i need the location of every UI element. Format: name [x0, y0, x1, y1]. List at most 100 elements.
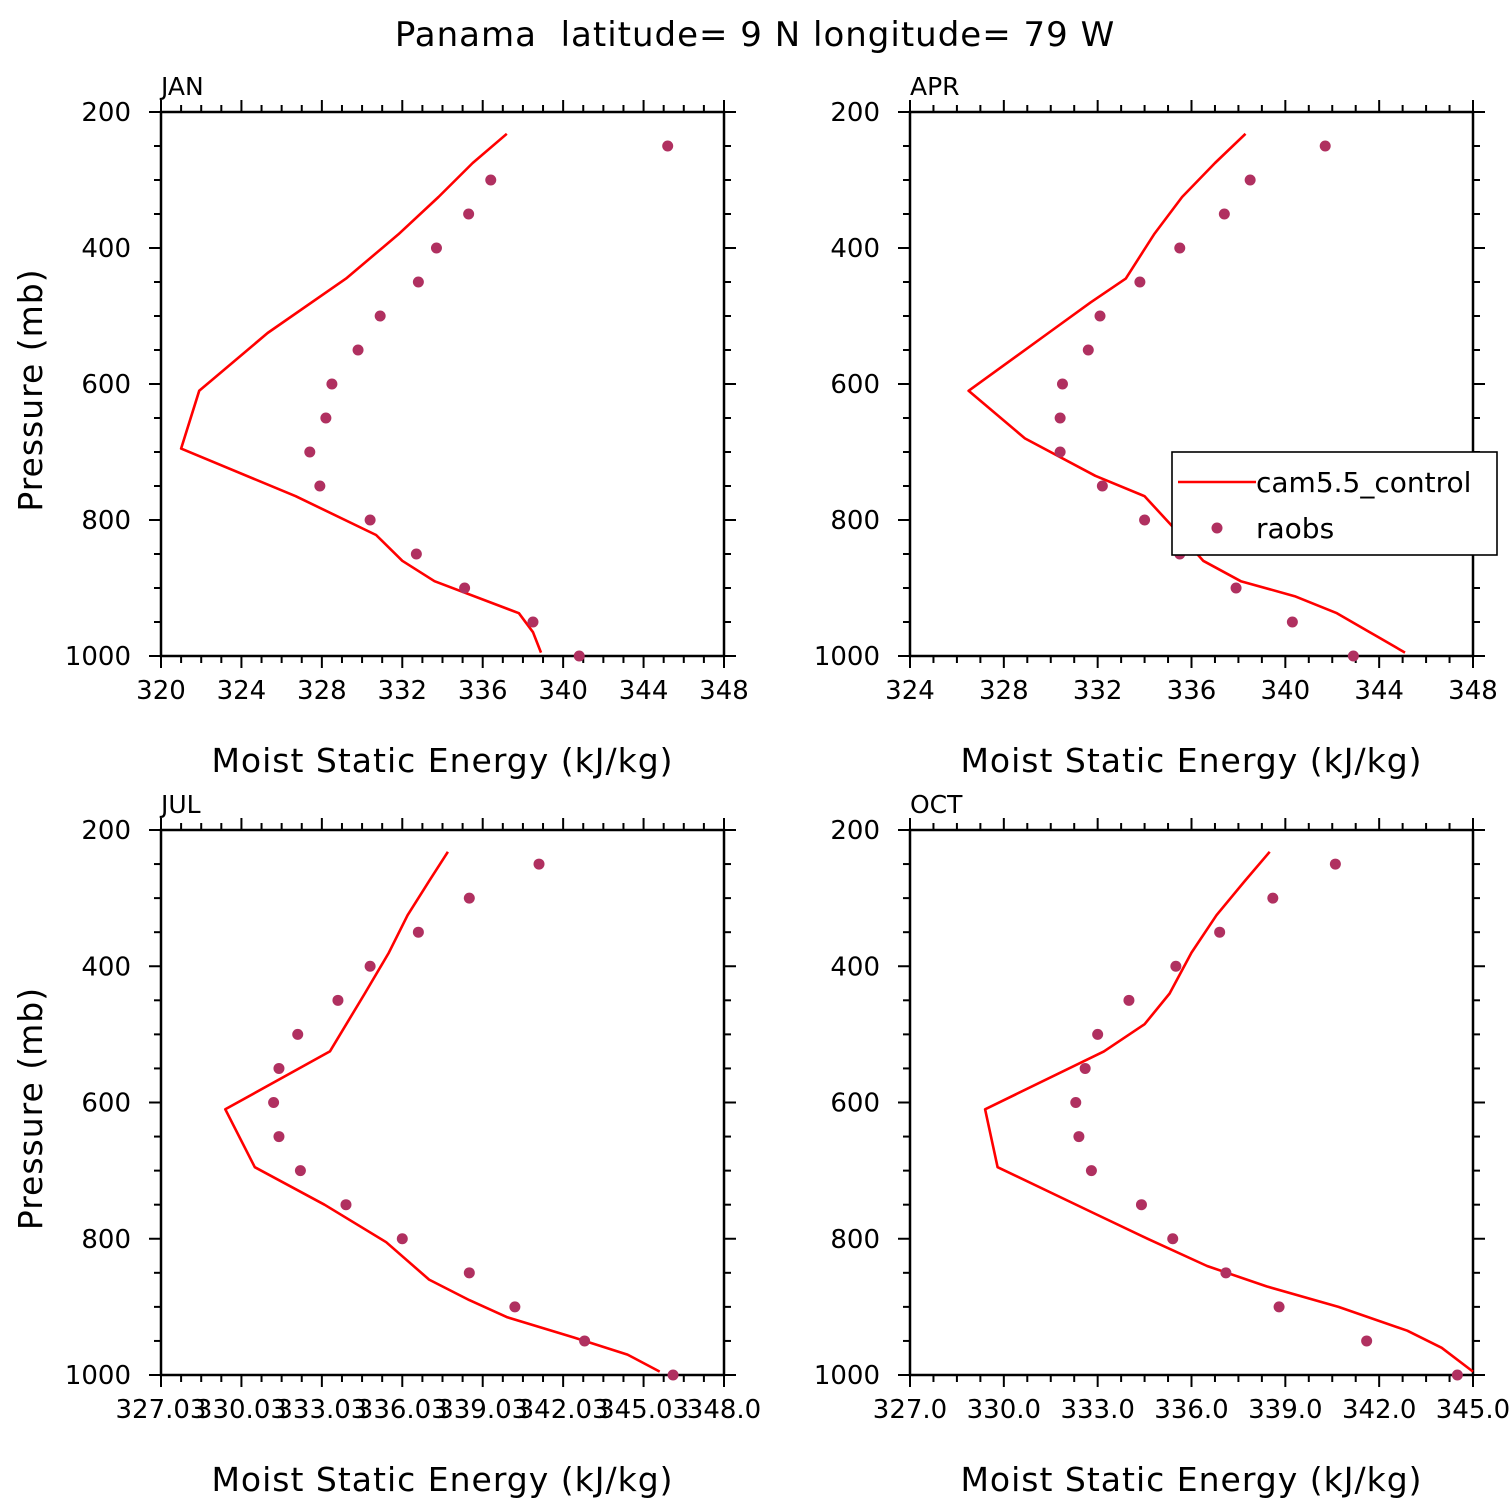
legend-label-cam5-5-control: cam5.5_control: [1256, 466, 1471, 499]
data-point: [326, 378, 338, 390]
x-tick-label: 336.0: [1154, 1395, 1228, 1425]
data-point: [1273, 1301, 1285, 1313]
series-line-cam5-5-control: [179, 132, 543, 654]
panel-oct: 327.0 330.0 333.0 336.0 339.0 342.0 345.0 200 40…: [814, 790, 1510, 1499]
y-tick-label: 600: [81, 1089, 131, 1119]
series-markers-raobs: [1054, 140, 1359, 662]
figure-title: Panama latitude= 9 N longitude= 79 W: [395, 15, 1115, 55]
x-axis-label: Moist Static Energy (kJ/kg): [960, 741, 1422, 780]
data-point: [1079, 1062, 1091, 1074]
data-point: [1135, 1199, 1147, 1211]
x-tick-label: 344: [1354, 676, 1404, 706]
x-tick-label: 348.0: [687, 1395, 761, 1425]
series-markers-raobs: [1070, 858, 1463, 1381]
data-point: [410, 548, 422, 560]
x-tick-label: 333.03: [276, 1395, 367, 1425]
x-tick-label: 345.03: [598, 1395, 689, 1425]
data-point: [1329, 858, 1341, 870]
y-tick-label: 400: [830, 952, 880, 982]
data-point: [667, 1369, 679, 1381]
data-point: [1070, 1097, 1082, 1108]
series-markers-raobs: [304, 140, 674, 662]
data-point: [662, 140, 674, 152]
plot-frame-apr: [908, 110, 1475, 658]
legend-label-raobs: raobs: [1256, 512, 1334, 545]
x-axis-label: Moist Static Energy (kJ/kg): [960, 1460, 1422, 1499]
x-tick-label: 324: [885, 676, 935, 706]
y-tick-label: 800: [830, 1225, 880, 1255]
data-point: [430, 242, 442, 254]
data-point: [1220, 1267, 1232, 1279]
x-tick-label: 340: [538, 676, 588, 706]
data-point: [314, 480, 326, 492]
data-point: [463, 1267, 475, 1279]
series-line-cam5-5-control: [224, 851, 661, 1373]
data-point: [485, 174, 497, 186]
data-point: [1170, 960, 1182, 972]
y-tick-label: 800: [830, 506, 880, 536]
y-tick-label: 600: [830, 1089, 880, 1119]
y-tick-label: 1000: [65, 642, 131, 672]
data-point: [1267, 892, 1279, 904]
x-tick-label: 327.0: [873, 1395, 947, 1425]
legend-marker-swatch: [1211, 522, 1223, 534]
x-tick-label: 328: [297, 676, 347, 706]
y-tick-label: 800: [81, 506, 131, 536]
x-tick-label: 332: [1073, 676, 1123, 706]
x-tick-label: 327.03: [116, 1395, 207, 1425]
data-point: [273, 1062, 285, 1074]
x-tick-label: 336: [458, 676, 508, 706]
data-point: [320, 412, 332, 424]
panel-title-jul: JUL: [159, 790, 201, 819]
data-point: [268, 1097, 280, 1108]
y-tick-label: 400: [81, 952, 131, 982]
data-point: [1230, 582, 1242, 594]
y-tick-label: 600: [81, 370, 131, 400]
panel-jul: 327.03330.03333.03336.03339.03342.03345.…: [11, 790, 761, 1499]
legend-box: [1171, 451, 1498, 556]
y-tick-label: 800: [81, 1225, 131, 1255]
data-point: [304, 446, 316, 458]
data-point: [1054, 412, 1066, 424]
x-tick-label: 324: [217, 676, 267, 706]
data-point: [412, 276, 424, 288]
data-point: [579, 1335, 591, 1347]
data-point: [1085, 1165, 1097, 1177]
panel-title-oct: OCT: [910, 790, 963, 819]
series-line-cam5-5-control: [983, 850, 1474, 1373]
x-tick-label: 336.03: [357, 1395, 448, 1425]
x-tick-label: 328: [979, 676, 1029, 706]
data-point: [463, 892, 475, 904]
data-point: [1361, 1335, 1373, 1347]
x-tick-label: 330.0: [967, 1395, 1041, 1425]
data-point: [1174, 242, 1186, 254]
data-point: [1319, 140, 1331, 152]
y-tick-label: 1000: [65, 1361, 131, 1391]
plot-frame-jul: [159, 828, 726, 1377]
y-tick-label: 400: [830, 234, 880, 264]
data-point: [1347, 650, 1359, 662]
data-point: [1167, 1233, 1179, 1245]
data-point: [412, 926, 424, 938]
data-point: [1073, 1131, 1085, 1143]
data-point: [1218, 208, 1230, 220]
x-tick-label: 320: [136, 676, 186, 706]
data-point: [463, 208, 475, 220]
y-tick-label: 400: [81, 234, 131, 264]
x-tick-label: 336: [1167, 676, 1217, 706]
y-tick-label: 200: [830, 98, 880, 128]
series-markers-raobs: [268, 858, 679, 1381]
data-point: [1214, 926, 1226, 938]
series-line-cam5-5-control: [967, 132, 1406, 654]
data-point: [352, 344, 364, 356]
data-point: [292, 1028, 304, 1040]
y-tick-label: 1000: [814, 642, 880, 672]
data-point: [1082, 344, 1094, 356]
y-tick-label: 200: [81, 98, 131, 128]
data-point: [332, 994, 344, 1006]
x-tick-label: 342.0: [1342, 1395, 1416, 1425]
panel-jan: 320 324 328 332 336 340 344 348 200 400 600 800 1000…: [11, 72, 749, 780]
x-tick-label: 345.0: [1436, 1395, 1510, 1425]
data-point: [1286, 616, 1298, 628]
